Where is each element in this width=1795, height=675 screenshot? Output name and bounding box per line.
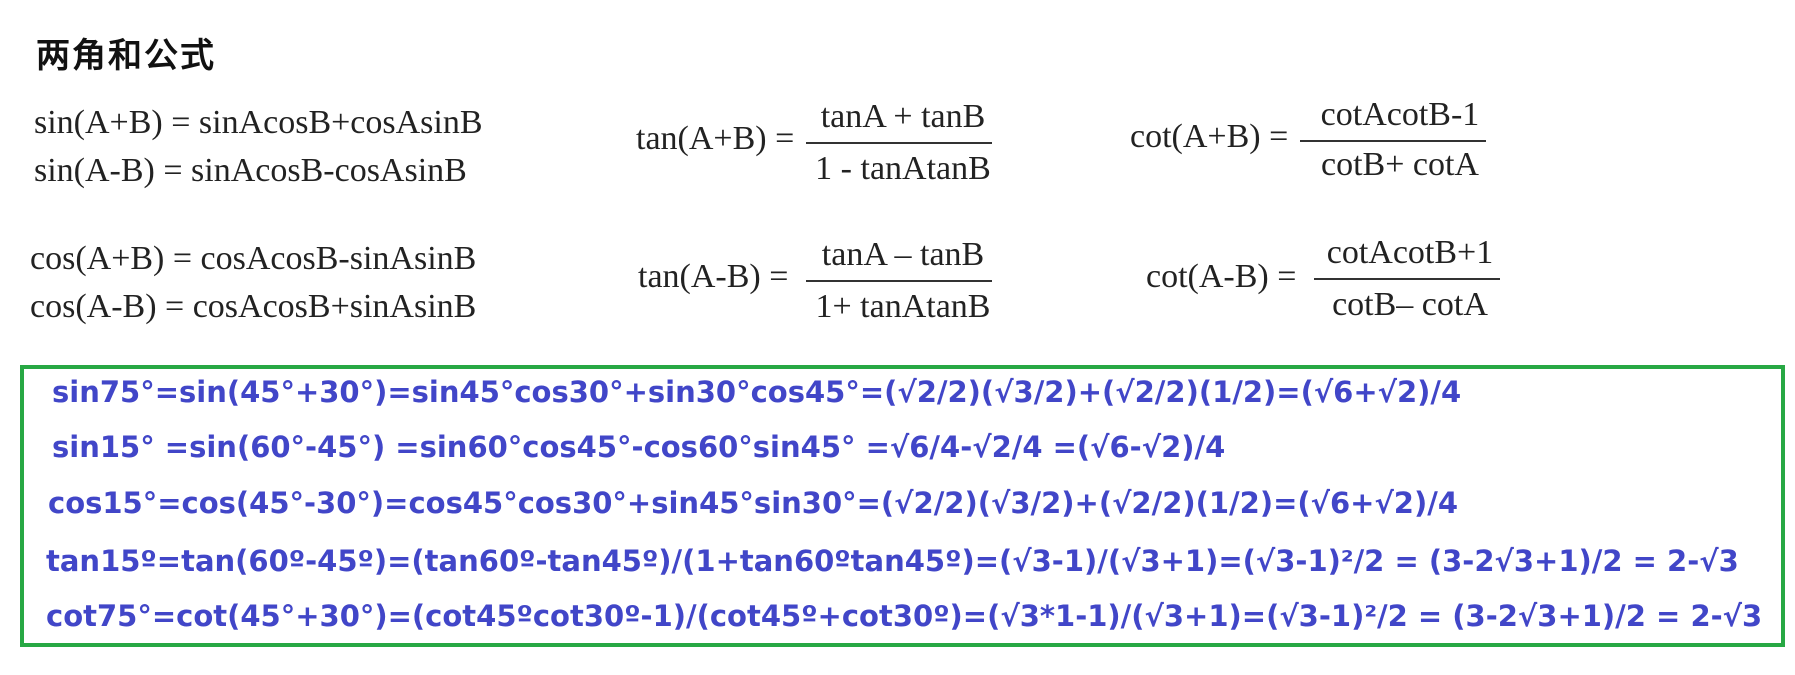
cot-diff-denominator: cotB– cotA [1332, 286, 1488, 323]
cos-sum-formula: cos(A+B) = cosAcosB-sinAsinB [30, 240, 477, 277]
cot-diff-lhs: cot(A-B) = [1146, 258, 1297, 295]
cot-sum-denominator: cotB+ cotA [1321, 146, 1479, 183]
cot-sum-lhs: cot(A+B) = [1130, 118, 1289, 155]
cot-sum-fraction-bar [1300, 140, 1486, 142]
example-cos15: cos15°=cos(45°-30°)=cos45°cos30°+sin45°s… [48, 486, 1458, 520]
tan-diff-denominator: 1+ tanAtanB [815, 288, 991, 325]
tan-diff-numerator: tanA – tanB [821, 236, 985, 273]
tan-sum-denominator: 1 - tanAtanB [815, 150, 991, 187]
cot-diff-fraction-bar [1314, 278, 1500, 280]
tan-sum-fraction-bar [806, 142, 992, 144]
example-cot75: cot75°=cot(45°+30°)=(cot45ºcot30º-1)/(co… [46, 599, 1763, 633]
tan-sum-numerator: tanA + tanB [820, 98, 986, 135]
cot-diff-numerator: cotAcotB+1 [1326, 234, 1494, 271]
tan-diff-lhs: tan(A-B) = [638, 258, 789, 295]
page-title: 两角和公式 [36, 36, 216, 76]
example-sin15: sin15° =sin(60°-45°) =sin60°cos45°-cos60… [52, 430, 1226, 464]
sin-sum-formula: sin(A+B) = sinAcosB+cosAsinB [34, 104, 483, 141]
examples-box [20, 365, 1785, 647]
tan-sum-lhs: tan(A+B) = [636, 120, 795, 157]
example-sin75: sin75°=sin(45°+30°)=sin45°cos30°+sin30°c… [52, 375, 1462, 409]
cot-sum-numerator: cotAcotB-1 [1320, 96, 1480, 133]
sin-diff-formula: sin(A-B) = sinAcosB-cosAsinB [34, 152, 467, 189]
example-tan15: tan15º=tan(60º-45º)=(tan60º-tan45º)/(1+t… [46, 544, 1739, 578]
cos-diff-formula: cos(A-B) = cosAcosB+sinAsinB [30, 288, 477, 325]
tan-diff-fraction-bar [806, 280, 992, 282]
